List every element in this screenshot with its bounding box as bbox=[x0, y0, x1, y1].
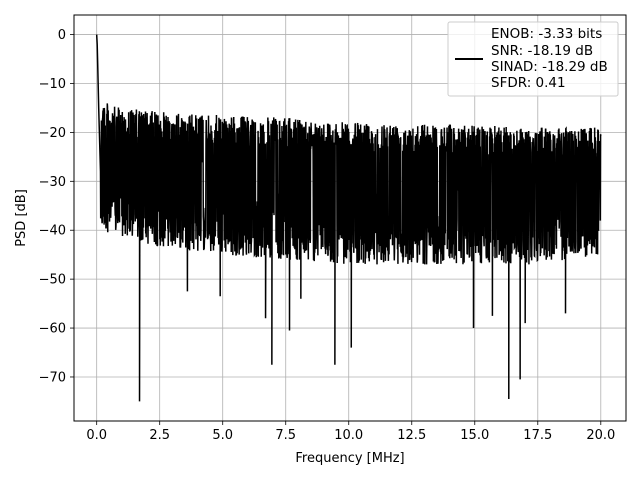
legend: ENOB: -3.33 bits SNR: -18.19 dB SINAD: -… bbox=[447, 21, 619, 97]
x-tick-label: 12.5 bbox=[397, 428, 426, 443]
y-tick-label: −50 bbox=[39, 273, 66, 288]
y-axis-ticks: 0 −10 −20 −30 −40 −50 −60 −70 bbox=[39, 28, 74, 385]
legend-enob: ENOB: -3.33 bits bbox=[491, 26, 602, 42]
y-tick-label: 0 bbox=[58, 28, 66, 43]
x-tick-label: 7.5 bbox=[275, 428, 296, 443]
legend-snr: SNR: -18.19 dB bbox=[491, 43, 593, 59]
y-tick-label: −40 bbox=[39, 224, 66, 239]
x-tick-label: 2.5 bbox=[149, 428, 170, 443]
axes-frame bbox=[73, 14, 627, 422]
x-tick-label: 10.0 bbox=[334, 428, 363, 443]
plot-area bbox=[95, 34, 602, 402]
y-tick-label: −30 bbox=[39, 175, 66, 190]
y-axis-label: PSD [dB] bbox=[14, 189, 29, 247]
x-tick-label: 17.5 bbox=[523, 428, 552, 443]
y-tick-label: −10 bbox=[39, 77, 66, 92]
x-tick-label: 20.0 bbox=[586, 428, 615, 443]
x-axis-ticks: 0.0 2.5 5.0 7.5 10.0 12.5 15.0 17.5 20.0 bbox=[86, 421, 615, 443]
psd-series-line bbox=[95, 34, 602, 402]
x-axis-label: Frequency [MHz] bbox=[295, 451, 404, 466]
y-tick-label: −20 bbox=[39, 126, 66, 141]
x-tick-label: 0.0 bbox=[86, 428, 107, 443]
y-tick-label: −70 bbox=[39, 370, 66, 385]
x-tick-label: 5.0 bbox=[212, 428, 233, 443]
legend-sinad: SINAD: -18.29 dB bbox=[491, 59, 608, 75]
x-tick-label: 15.0 bbox=[460, 428, 489, 443]
legend-box bbox=[447, 21, 619, 97]
legend-sfdr: SFDR: 0.41 bbox=[491, 75, 566, 91]
y-tick-label: −60 bbox=[39, 322, 66, 337]
